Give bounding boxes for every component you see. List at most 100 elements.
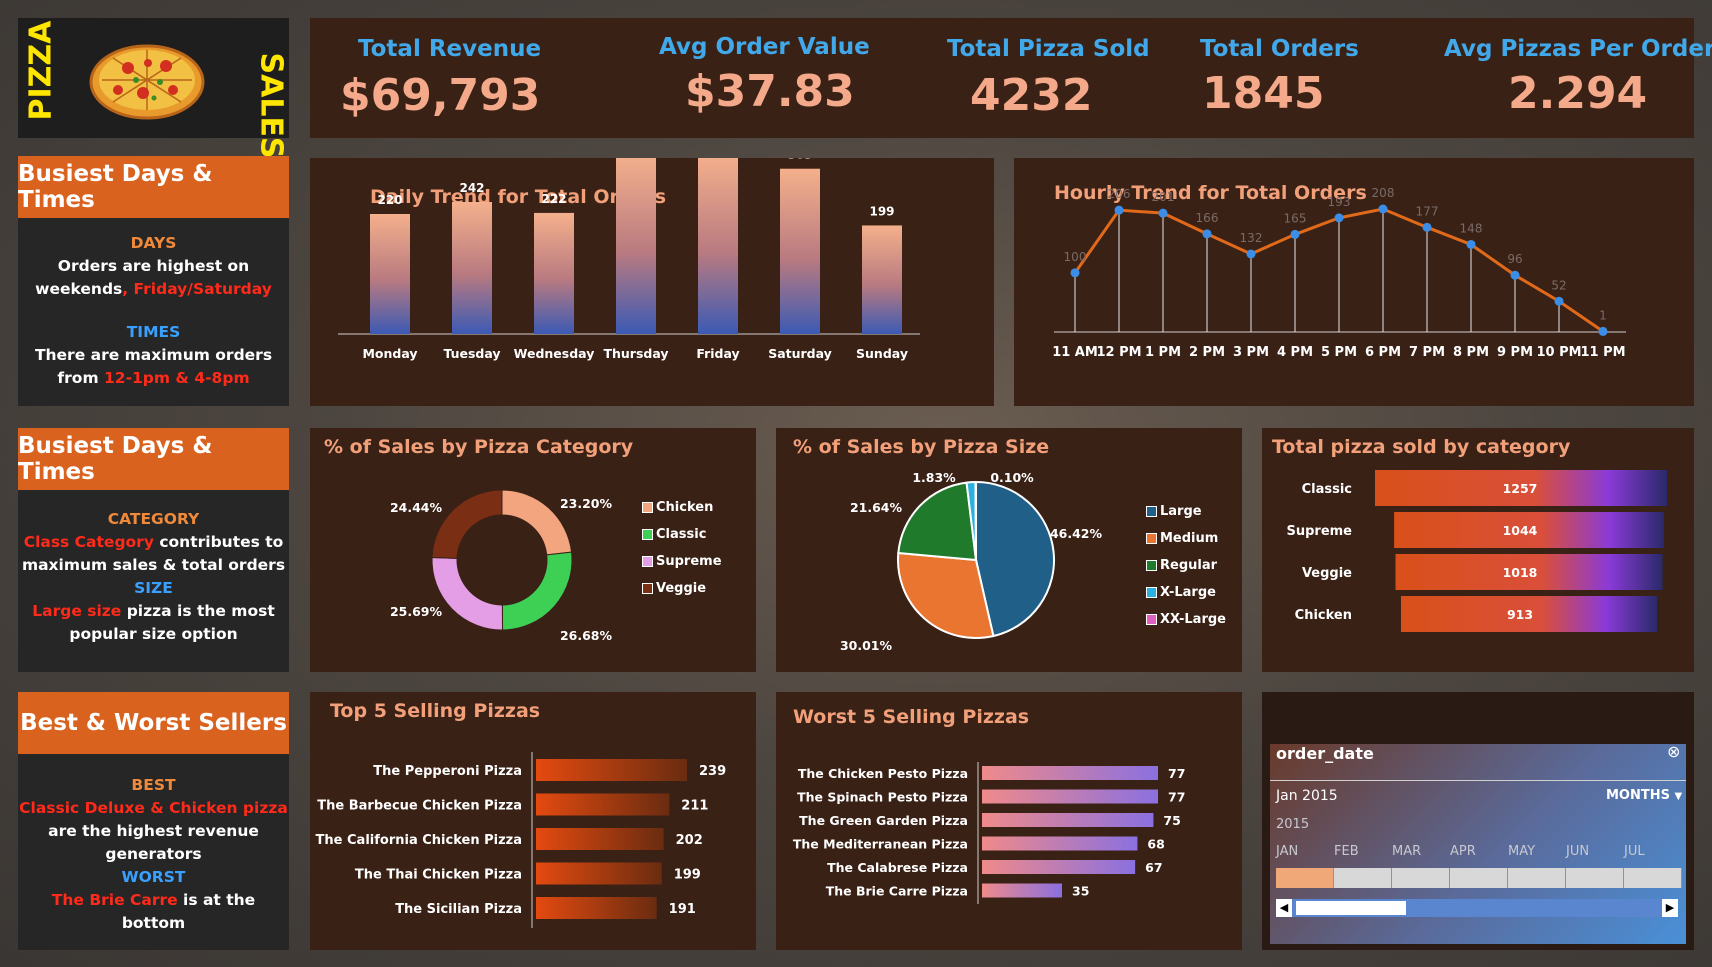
scroll-right-icon[interactable]: ▶ [1662,899,1678,917]
worst5-category-label: The Calabrese Pizza [827,860,968,875]
timeline-scrollbar[interactable]: ◀ ▶ [1276,899,1678,917]
insight-best-worst-title: Best & Worst Sellers [18,692,289,754]
timeline-title: order_date [1276,744,1374,763]
worst5-bar [982,883,1062,898]
timeline-month-label: JUN [1566,844,1590,859]
category-heading: CATEGORY [107,510,200,528]
hourly-category-label: 11 PM [1580,345,1625,360]
top5-category-label: The Barbecue Chicken Pizza [317,799,522,814]
days-heading: DAYS [130,234,177,252]
daily-bar [452,202,492,334]
timeline-month-cell[interactable] [1276,868,1334,888]
legend-label: Chicken [656,500,714,515]
timeline-slicer[interactable]: order_date ⊗ Jan 2015 MONTHS ▼ 2015 JAN F… [1262,692,1694,950]
worst5-bar [982,836,1138,851]
legend-swatch [642,583,653,594]
worst5-bar [982,789,1158,804]
hourly-value-label: 208 [1372,186,1395,200]
timeline-month-label: MAY [1508,844,1536,859]
daily-category-label: Wednesday [514,346,595,361]
category-sold-bar [1375,470,1667,506]
worst-text: is at the bottom [121,891,256,932]
insight-days-times-title: Busiest Days & Times [18,156,289,218]
size-pie-slice [897,481,978,562]
hourly-value-label: 1 [1599,308,1607,322]
hourly-point [1422,222,1432,232]
kpi-avg-pizzas-value: 2.294 [1508,68,1648,119]
size-heading: SIZE [134,579,173,597]
kpi-total-revenue-value: $69,793 [340,70,541,121]
category-sold-label: Classic [1302,482,1352,497]
hourly-point [1158,208,1168,218]
timeline-month-cell[interactable] [1624,868,1682,888]
daily-bar [616,158,656,334]
hourly-point [1378,204,1388,214]
category-sold-label: Supreme [1286,524,1352,539]
daily-value-label: 303 [787,158,812,162]
daily-trend-title: Daily Trend for Total Orders [370,186,667,208]
top5-value-label: 202 [676,833,703,848]
hourly-category-label: 1 PM [1145,345,1181,360]
timeline-month-label: JAN [1276,844,1299,859]
category-donut-slice [501,551,573,631]
daily-bar [698,158,738,334]
clear-filter-icon[interactable]: ⊗ [1667,742,1681,761]
category-sold-panel: Total pizza sold by category 1257 Classic… [1262,428,1694,672]
scroll-left-icon[interactable]: ◀ [1276,899,1292,917]
size-pie-title: % of Sales by Pizza Size [793,436,1050,458]
best-text-a: are the highest revenue [48,822,259,840]
hourly-category-label: 5 PM [1321,345,1357,360]
hourly-category-label: 11 AM [1052,345,1098,360]
times-heading: TIMES [126,323,181,341]
legend-label: Regular [1160,558,1218,573]
hourly-point [1246,249,1256,259]
hourly-trend-title: Hourly Trend for Total Orders [1054,182,1367,204]
days-text-b: weekends [35,280,123,298]
daily-value-label: 222 [541,192,566,206]
size-pie-value-label: 1.83% [912,470,956,485]
top5-bar [536,897,657,919]
category-red: Class Category [23,533,154,551]
legend-swatch [1146,506,1157,517]
times-text-b: from [57,369,104,387]
category-pie-value-label: 26.68% [560,628,613,643]
category-sold-bar [1395,554,1663,590]
size-legend-item: XX-Large [1146,612,1226,627]
chevron-down-icon: ▼ [1674,791,1683,802]
timeline-range: Jan 2015 [1276,788,1338,804]
insight-category-size: Busiest Days & Times CATEGORY Class Cate… [18,428,289,672]
daily-category-label: Monday [362,346,417,361]
scroll-thumb[interactable] [1296,901,1406,915]
hourly-point [1202,229,1212,239]
timeline-month-cell[interactable] [1334,868,1392,888]
hourly-point [1334,213,1344,223]
timeline-month-cell[interactable] [1508,868,1566,888]
daily-value-label: 220 [377,193,402,207]
kpi-avg-order-label: Avg Order Value [659,34,870,60]
timeline-month-cell[interactable] [1392,868,1450,888]
hourly-trend-panel: Hourly Trend for Total Orders 100 11 AM 20… [1014,158,1694,406]
timeline-level-dropdown[interactable]: MONTHS ▼ [1606,788,1682,803]
logo-left-word: PIZZA [23,20,59,121]
hourly-value-label: 100 [1064,250,1087,264]
daily-category-label: Friday [696,346,739,361]
category-text-b: maximum sales & total orders [21,556,286,574]
days-text-c: , Friday/Saturday [122,280,272,298]
hourly-point [1510,270,1520,280]
top5-bar [536,759,687,781]
kpi-total-orders-label: Total Orders [1200,36,1359,62]
size-red: Large size [32,602,122,620]
category-pie-value-label: 24.44% [390,500,443,515]
category-sold-bar [1394,512,1664,548]
category-sold-label: Veggie [1302,566,1352,581]
worst5-bar [982,813,1154,827]
size-pie-slice [975,480,1055,638]
worst5-category-label: The Green Garden Pizza [799,813,968,828]
timeline-month-cell[interactable] [1450,868,1508,888]
legend-swatch [1146,587,1157,598]
category-donut-slice [431,489,503,559]
kpi-avg-pizzas-label: Avg Pizzas Per Order [1444,36,1712,62]
timeline-month-cell[interactable] [1566,868,1624,888]
size-pie-value-label: 0.10% [990,470,1034,485]
category-sold-value-label: 1018 [1503,565,1538,580]
